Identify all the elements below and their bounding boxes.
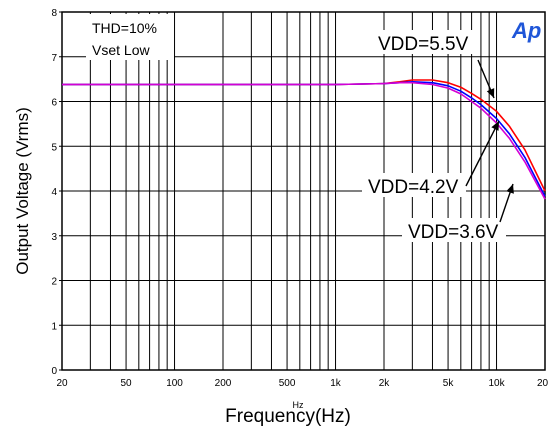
annotation-vdd-3-6v: VDD=3.6V	[408, 222, 499, 243]
y-tick-label: 5	[51, 142, 57, 153]
ap-logo: Ap	[511, 18, 541, 43]
y-tick-label: 3	[51, 232, 57, 243]
series-layer	[62, 79, 546, 200]
arrow-vdd-3-6v-head	[506, 184, 514, 194]
arrow-vdd-4-2v-head	[491, 121, 499, 131]
y-tick-label: 1	[51, 321, 57, 332]
x-axis-unit-small-label: Hz	[293, 400, 304, 410]
x-tick-label: 500	[279, 378, 296, 389]
x-axis-label: Frequency(Hz)	[225, 406, 351, 427]
y-tick-label: 4	[51, 187, 57, 198]
tick-layer: 20 50 100 200 500 1k 2k 5k 10k 20k 0 1 2 3 4 5 6 7 8	[51, 8, 548, 389]
y-tick-label: 2	[51, 277, 57, 288]
y-axis-label: Output Voltage (Vrms)	[13, 107, 32, 275]
x-tick-label: 50	[121, 378, 133, 389]
conditions-box	[86, 14, 174, 60]
y-tick-label: 0	[51, 366, 57, 377]
x-tick-label: 2k	[379, 378, 391, 389]
y-tick-label: 8	[51, 8, 57, 19]
x-tick-label: 200	[215, 378, 232, 389]
grid-layer	[61, 11, 546, 371]
condition-thd-label: THD=10%	[92, 20, 157, 36]
series-line-vdd-4-2v	[62, 81, 546, 197]
annotation-bg-vdd-3-6v	[402, 218, 506, 242]
annotation-vdd-4-2v: VDD=4.2V	[368, 177, 459, 198]
y-tick-label: 6	[51, 98, 57, 109]
condition-vset-label: Vset Low	[92, 42, 150, 58]
x-tick-label: 10k	[488, 378, 505, 389]
x-tick-label: 100	[166, 378, 183, 389]
annotation-arrows	[465, 59, 514, 223]
annotation-bg-vdd-4-2v	[362, 173, 466, 197]
x-tick-label: 1k	[330, 378, 342, 389]
arrow-vdd-5-5v-head	[486, 88, 495, 98]
series-line-vdd-3-6v	[62, 81, 546, 200]
x-tick-label: 20k	[537, 378, 548, 389]
x-tick-label: 5k	[443, 378, 455, 389]
annotation-vdd-5-5v: VDD=5.5V	[378, 34, 469, 55]
annotation-bg-vdd-5-5v	[372, 30, 476, 54]
x-tick-label: 20	[56, 378, 68, 389]
y-tick-label: 7	[51, 53, 57, 64]
arrow-vdd-4-2v-shaft	[465, 120, 500, 187]
